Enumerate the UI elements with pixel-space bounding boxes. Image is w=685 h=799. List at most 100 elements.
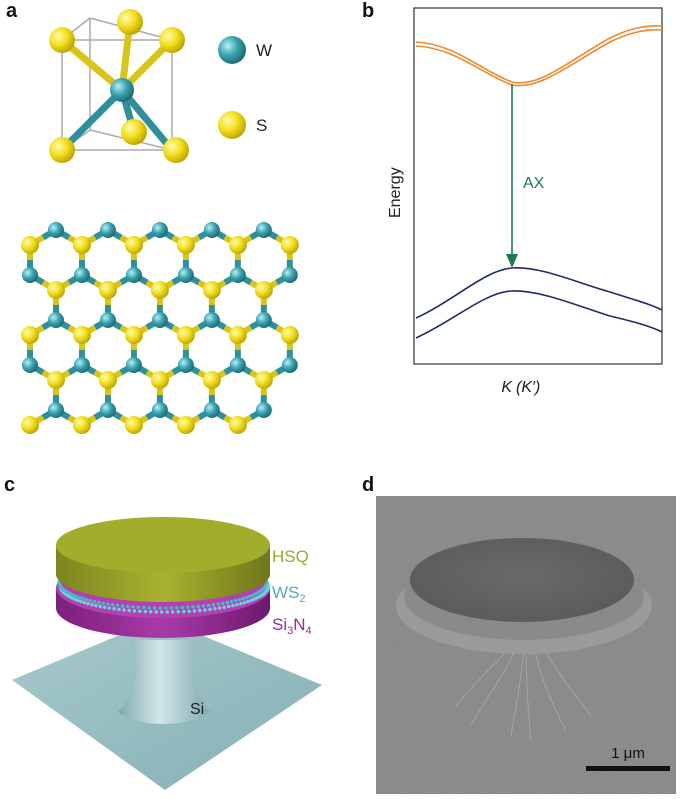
ws2-dot (68, 592, 73, 596)
lattice-s-atom (254, 371, 273, 389)
ws2-dot (148, 609, 153, 614)
ws2-dot (127, 608, 132, 613)
ws2-dot (169, 606, 174, 610)
ws2-dot (229, 599, 234, 604)
ws2-dot (94, 603, 98, 608)
ws2-dot (203, 608, 207, 612)
ws2-dot (79, 599, 83, 604)
ws2-dot (233, 598, 238, 603)
si3n4-label: Si3N4 (272, 615, 312, 637)
ws2-dot (131, 605, 135, 609)
ws2-dot (101, 601, 106, 606)
honeycomb-lattice (21, 222, 299, 434)
plot-frame (413, 7, 663, 365)
ws2-dot (181, 609, 186, 614)
ws2-dot (152, 606, 157, 610)
ws2-dot (141, 605, 146, 610)
ws2-dot (96, 600, 101, 605)
ws2-dot (220, 601, 225, 606)
panel-d-sem-image: 1 μm (376, 496, 676, 794)
ws2-dot (122, 608, 126, 612)
transition-label: AX (523, 175, 545, 192)
lattice-w-atom (255, 402, 272, 418)
lattice-w-atom (151, 222, 168, 238)
ws2-dot (136, 605, 141, 610)
ws2-dot (82, 600, 87, 605)
hsq-label: HSQ (272, 547, 309, 566)
ws2-dot (154, 610, 159, 614)
hsq-layer (56, 517, 270, 602)
lattice-w-atom (203, 312, 220, 328)
panel-b-band-diagram: AX Energy K (K′) (360, 0, 685, 410)
transition-arrow (506, 84, 518, 268)
ws2-dot (84, 597, 89, 602)
ws2-dot (88, 598, 93, 603)
lattice-s-atom (228, 236, 247, 254)
ws2-dot (117, 607, 121, 612)
lattice-s-atom (21, 236, 39, 254)
si-pedestal (118, 640, 210, 724)
lattice-s-atom (72, 236, 91, 254)
lattice-s-atom (176, 416, 195, 434)
legend-s-label: S (256, 116, 267, 135)
lattice-s-atom (21, 326, 39, 344)
lattice-w-atom (255, 312, 272, 328)
lattice-w-atom (47, 402, 64, 418)
unit-cell (49, 9, 189, 163)
ws2-dot (73, 597, 77, 601)
lattice-s-atom (124, 326, 143, 344)
lattice-w-atom (47, 312, 64, 328)
ws2-dot (147, 605, 151, 610)
ws2-dot (158, 606, 163, 610)
device-figure: HSQ WS2 Si3N4 Si (12, 517, 322, 790)
ws2-dot (239, 601, 243, 606)
ws2-dot (102, 605, 107, 610)
lattice-s-atom (228, 416, 247, 434)
ws2-dot (242, 600, 247, 605)
ws2-label: WS2 (272, 583, 306, 605)
ws2-dot (226, 604, 231, 609)
ws2-dot (192, 609, 197, 613)
ws2-dot (185, 605, 190, 610)
lattice-s-atom (254, 281, 273, 299)
ws2-dot (252, 597, 256, 601)
ws2-dot (163, 606, 168, 610)
ws2-dot (81, 596, 85, 601)
panel-a-crystal-structure: W S (0, 0, 340, 460)
lattice-w-atom (177, 357, 194, 373)
ws2-dot (246, 599, 250, 604)
ws2-dot (132, 609, 137, 613)
panel-label-a: a (6, 0, 18, 22)
ws2-dot (98, 604, 103, 609)
lattice-s-atom (228, 326, 247, 344)
lattice-s-atom (202, 371, 221, 389)
ws2-dot (235, 602, 239, 607)
lattice-s-atom (21, 416, 39, 434)
ws2-dot (175, 605, 179, 610)
y-axis-label: Energy (387, 167, 404, 218)
ws2-layer (57, 580, 271, 614)
ws2-dot (231, 603, 235, 608)
ws2-dot (71, 593, 76, 597)
ws2-dot (76, 598, 80, 603)
lattice-w-atom (203, 402, 220, 418)
lattice-s-atom (202, 281, 221, 299)
ws2-dot (120, 604, 125, 608)
ws2-dot (247, 594, 252, 599)
panel-label-b: b (362, 0, 375, 22)
ws2-dot (201, 604, 206, 608)
lattice-w-atom (281, 357, 298, 373)
ws2-dot (86, 601, 90, 606)
ws2-dot (70, 596, 75, 600)
ws2-dot (138, 609, 142, 614)
x-axis-label-k: K (501, 379, 513, 396)
lattice-s-atom (150, 281, 169, 299)
scale-bar-label: 1 μm (611, 745, 645, 762)
x-axis-label-kprime: (K′) (516, 379, 540, 396)
ws2-dot (213, 606, 217, 611)
ws2-dot (90, 602, 94, 607)
lattice-s-atom (280, 326, 299, 344)
ws2-dot (170, 610, 175, 614)
ws2-dot (206, 603, 211, 608)
lattice-w-atom (99, 222, 116, 238)
